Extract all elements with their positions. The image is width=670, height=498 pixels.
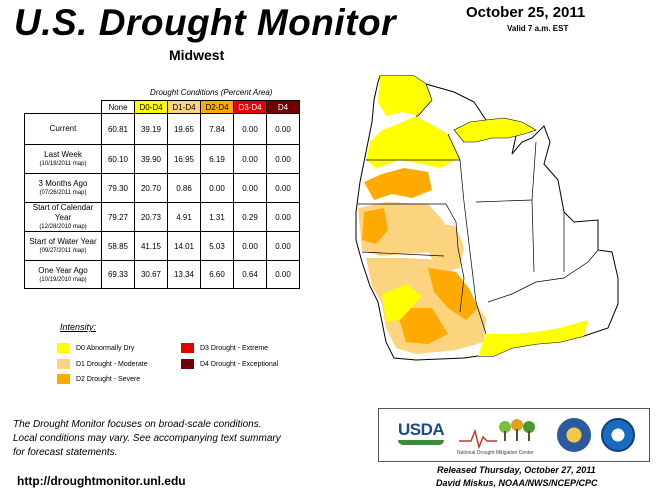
- column-header-d2-d4: D2-D4: [200, 100, 234, 114]
- website-url[interactable]: http://droughtmonitor.unl.edu: [17, 474, 186, 488]
- row-label: 3 Months Ago (07/26/2011 map): [24, 173, 102, 203]
- row-label: Start of Calendar Year (12/28/2010 map): [24, 202, 102, 232]
- release-date: Released Thursday, October 27, 2011: [437, 465, 596, 475]
- cell: 5.03: [200, 231, 234, 261]
- map-date: October 25, 2011: [466, 4, 586, 21]
- cell: 13.34: [167, 260, 201, 289]
- drought-area-d0-south: [382, 284, 422, 322]
- cell: 16.95: [167, 144, 201, 174]
- cell: 30.67: [134, 260, 168, 289]
- drought-area-d0-minnesota: [378, 76, 432, 116]
- drought-area-d2-missouri-south: [396, 308, 448, 344]
- row-label: Last Week (10/18/2011 map): [24, 144, 102, 174]
- cell: 0.00: [266, 144, 300, 174]
- cell: 41.15: [134, 231, 168, 261]
- ndmc-logo: National Drought Mitigation Center: [457, 417, 539, 457]
- cell: 0.00: [266, 173, 300, 203]
- legend-swatch: [57, 359, 70, 369]
- cell: 0.00: [266, 260, 300, 289]
- page-title: U.S. Drought Monitor: [14, 2, 396, 43]
- upper-peninsula: [453, 117, 537, 143]
- table-header-row: None D0-D4 D1-D4 D2-D4 D3-D4 D4: [25, 100, 300, 114]
- table-row: Current 60.81 39.19 19.65 7.84 0.00 0.00: [24, 113, 300, 145]
- row-label: Start of Water Year (09/27/2011 map): [24, 231, 102, 261]
- cell: 0.29: [233, 202, 267, 232]
- legend-item-d2: D2 Drought - Severe: [57, 374, 140, 384]
- disclaimer-note: The Drought Monitor focuses on broad-sca…: [13, 419, 281, 458]
- commerce-seal-icon: [557, 418, 591, 452]
- cell: 60.81: [101, 113, 135, 145]
- legend-title: Intensity:: [60, 322, 97, 332]
- legend-item-d0: D0 Abnormally Dry: [57, 343, 134, 353]
- table-row: One Year Ago (10/19/2010 map) 69.33 30.67…: [24, 260, 300, 289]
- column-header-none: None: [101, 100, 135, 114]
- table-caption: Drought Conditions (Percent Area): [150, 88, 273, 97]
- cell: 0.86: [167, 173, 201, 203]
- cell: 79.30: [101, 173, 135, 203]
- legend-swatch: [181, 359, 194, 369]
- cell: 14.01: [167, 231, 201, 261]
- state-borders: [358, 83, 599, 335]
- drought-conditions-table: None D0-D4 D1-D4 D2-D4 D3-D4 D4 Current …: [24, 100, 300, 289]
- table-row: Last Week (10/18/2011 map) 60.10 39.90 16…: [24, 144, 300, 174]
- column-header-d0-d4: D0-D4: [134, 100, 168, 114]
- column-header-d4: D4: [266, 100, 300, 114]
- drought-area-d0-ohio-valley: [478, 320, 588, 356]
- cell: 39.90: [134, 144, 168, 174]
- legend-item-d3: D3 Drought - Extreme: [181, 343, 268, 353]
- cell: 0.00: [233, 113, 267, 145]
- cell: 19.65: [167, 113, 201, 145]
- drought-area-d1-illinois: [426, 222, 464, 272]
- cell: 20.73: [134, 202, 168, 232]
- cell: 0.00: [233, 173, 267, 203]
- noaa-seal-icon: [601, 418, 635, 452]
- cell: 20.70: [134, 173, 168, 203]
- region-title: Midwest: [169, 47, 225, 63]
- cell: 0.00: [233, 231, 267, 261]
- agency-logos: USDA National Drought Mitigation Center: [378, 408, 650, 462]
- author-credit: David Miskus, NOAA/NWS/NCEP/CPC: [436, 478, 598, 488]
- cell: 0.00: [200, 173, 234, 203]
- cell: 6.19: [200, 144, 234, 174]
- cell: 0.00: [266, 202, 300, 232]
- row-label: One Year Ago (10/19/2010 map): [24, 260, 102, 289]
- cell: 69.33: [101, 260, 135, 289]
- midwest-drought-map: [355, 75, 619, 361]
- cell: 0.64: [233, 260, 267, 289]
- table-row: Start of Water Year (09/27/2011 map) 58.8…: [24, 231, 300, 261]
- cell: 0.00: [233, 144, 267, 174]
- drought-area-d2-wisconsin: [364, 168, 432, 200]
- cell: 7.84: [200, 113, 234, 145]
- table-row: Start of Calendar Year (12/28/2010 map) 7…: [24, 202, 300, 232]
- valid-time: Valid 7 a.m. EST: [507, 24, 569, 33]
- cell: 39.19: [134, 113, 168, 145]
- legend-item-d4: D4 Drought - Exceptional: [181, 359, 278, 369]
- row-label: Current: [24, 113, 102, 145]
- table-row: 3 Months Ago (07/26/2011 map) 79.30 20.70…: [24, 173, 300, 203]
- cell: 1.31: [200, 202, 234, 232]
- column-header-d3-d4: D3-D4: [233, 100, 267, 114]
- legend-swatch: [181, 343, 194, 353]
- drought-area-d2-iowa: [362, 208, 388, 244]
- legend-swatch: [57, 343, 70, 353]
- cell: 0.00: [266, 113, 300, 145]
- legend-item-d1: D1 Drought - Moderate: [57, 359, 148, 369]
- drought-area-d0-wisconsin: [366, 116, 460, 168]
- column-header-d1-d4: D1-D4: [167, 100, 201, 114]
- cell: 0.00: [266, 231, 300, 261]
- cell: 58.85: [101, 231, 135, 261]
- cell: 79.27: [101, 202, 135, 232]
- usda-logo: USDA: [398, 420, 445, 439]
- cell: 60.10: [101, 144, 135, 174]
- drought-area-d2-missouri: [428, 268, 478, 320]
- cell: 4.91: [167, 202, 201, 232]
- legend-swatch: [57, 374, 70, 384]
- cell: 6.60: [200, 260, 234, 289]
